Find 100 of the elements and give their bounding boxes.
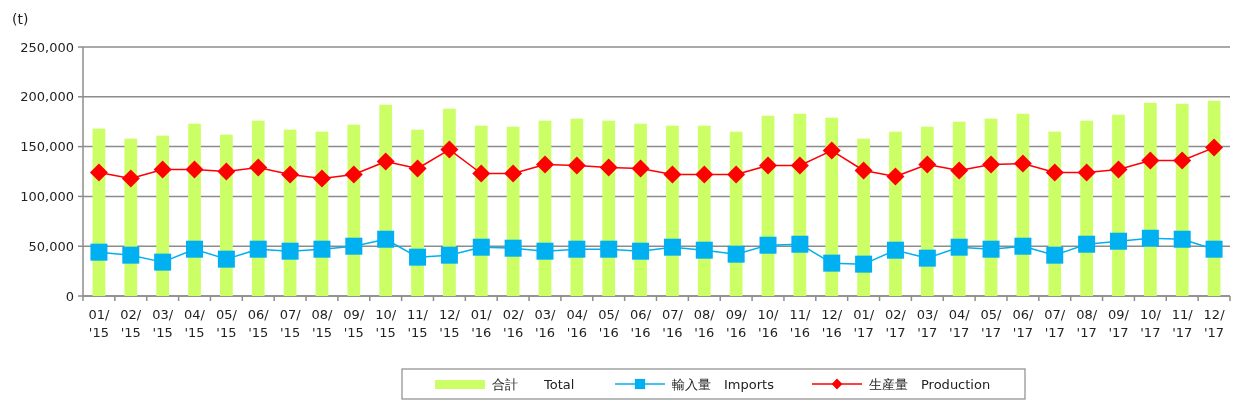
point [918, 249, 936, 267]
x-tick-label: 12/ '17 [1203, 307, 1226, 340]
point [1141, 229, 1159, 247]
point [886, 241, 904, 259]
point [153, 160, 172, 179]
legend-label: 輸入量 Imports [672, 377, 775, 392]
x-tick-label: 07/ '16 [661, 307, 684, 340]
point [472, 164, 491, 183]
x-tick-label: 05/ '15 [215, 307, 238, 340]
point [217, 162, 236, 181]
x-tick-label: 09/ '17 [1108, 307, 1130, 340]
point [185, 160, 204, 179]
point [600, 240, 618, 258]
x-tick-label: 02/ '15 [120, 307, 142, 340]
point [695, 165, 714, 184]
x-tick-label: 12/ '15 [438, 307, 461, 340]
point [440, 246, 458, 264]
point [281, 242, 299, 260]
x-tick-label: 09/ '15 [343, 307, 365, 340]
x-tick-label: 08/ '17 [1076, 307, 1098, 340]
point [504, 239, 522, 257]
x-tick-label: 07/ '17 [1044, 307, 1066, 340]
point [567, 156, 586, 175]
x-tick-label: 08/ '16 [693, 307, 716, 340]
point [344, 165, 363, 184]
point [440, 140, 459, 159]
x-tick-label: 02/ '17 [885, 307, 907, 340]
point [217, 250, 235, 268]
x-tick-label: 04/ '16 [566, 307, 588, 340]
point [89, 163, 108, 182]
point [377, 230, 395, 248]
point [854, 161, 873, 180]
legend-label: 生産量 Production [869, 377, 991, 392]
x-tick-label: 03/ '16 [534, 307, 557, 340]
point [822, 141, 841, 160]
x-tick-label: 07/ '15 [279, 307, 302, 340]
y-tick-label: 50,000 [28, 238, 74, 254]
point [727, 245, 745, 263]
x-tick-label: 11/ '16 [789, 307, 811, 340]
y-tick-label: 0 [65, 288, 74, 304]
x-tick-label: 06/ '17 [1012, 307, 1034, 340]
point [345, 237, 363, 255]
point [855, 255, 873, 273]
x-tick-label: 08/ '15 [311, 307, 334, 340]
y-tick-label: 100,000 [20, 188, 74, 204]
point [504, 164, 523, 183]
point [663, 238, 681, 256]
point [1109, 160, 1128, 179]
y-tick-label: 150,000 [20, 139, 74, 155]
point [568, 240, 586, 258]
x-tick-label: 12/ '16 [821, 307, 843, 340]
point [1077, 163, 1096, 182]
point [1045, 163, 1064, 182]
point [281, 165, 300, 184]
x-tick-label: 11/ '15 [407, 307, 429, 340]
point [1205, 138, 1224, 157]
point [409, 248, 427, 266]
point [408, 159, 427, 178]
x-tick-label: 05/ '17 [980, 307, 1003, 340]
point [1205, 240, 1223, 258]
point [376, 152, 395, 171]
point [759, 156, 778, 175]
point [249, 240, 267, 258]
x-tick-label: 01/ '16 [470, 307, 493, 340]
x-tick-label: 01/ '15 [88, 307, 111, 340]
y-tick-label: 250,000 [20, 39, 74, 55]
point [632, 242, 650, 260]
x-tick-label: 04/ '15 [184, 307, 206, 340]
x-tick-label: 04/ '17 [948, 307, 971, 340]
point [312, 169, 331, 188]
point [154, 253, 172, 271]
legend-label: 合計 Total [492, 377, 575, 392]
x-tick-label: 10/ '16 [757, 307, 780, 340]
point [599, 158, 618, 177]
point [1173, 151, 1192, 170]
point [982, 240, 1000, 258]
point [759, 236, 777, 254]
x-tick-label: 06/ '15 [247, 307, 270, 340]
point [249, 158, 268, 177]
point [535, 155, 554, 174]
point [1173, 230, 1191, 248]
point [1109, 232, 1127, 250]
point [695, 241, 713, 259]
x-tick-label: 05/ '16 [598, 307, 620, 340]
point [536, 242, 554, 260]
point [918, 155, 937, 174]
point [886, 167, 905, 186]
point [950, 161, 969, 180]
point [982, 155, 1001, 174]
point [90, 243, 108, 261]
point [313, 240, 331, 258]
point [121, 169, 140, 188]
x-tick-label: 10/ '17 [1139, 307, 1162, 340]
x-tick-label: 01/ '17 [853, 307, 875, 340]
point [472, 238, 490, 256]
point [1078, 235, 1096, 253]
y-axis-title: (t) [12, 11, 29, 27]
x-tick-label: 02/ '16 [502, 307, 525, 340]
point [1046, 246, 1064, 264]
point [950, 238, 968, 256]
